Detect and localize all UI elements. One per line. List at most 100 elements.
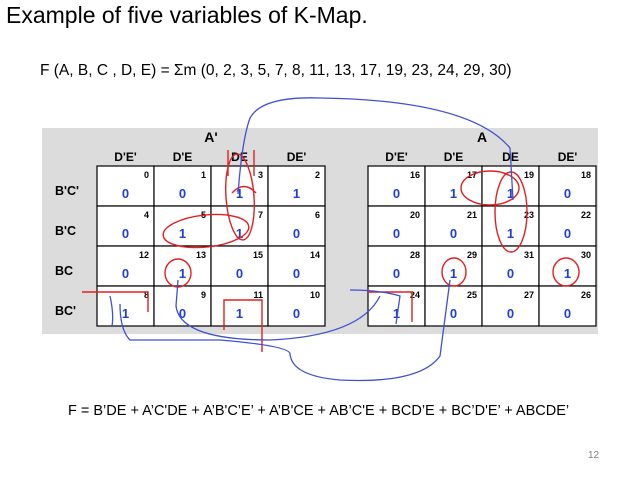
cell-value: 1 <box>179 226 186 241</box>
section-label-right: A <box>477 129 487 145</box>
minterm-index: 11 <box>253 290 263 300</box>
minterm-index: 0 <box>144 170 149 180</box>
cell-value: 0 <box>564 226 571 241</box>
red-group-minterm-3-top <box>227 150 255 176</box>
function-definition: F (A, B, C , D, E) = Σm (0, 2, 3, 5, 7, … <box>40 62 512 79</box>
kmap-grids: A'D'E' D'E DE DE'00103121405171601201311501… <box>55 129 597 327</box>
col-header-right: D'E <box>444 150 464 164</box>
minterm-index: 8 <box>144 290 149 300</box>
kmap-cell <box>267 205 326 247</box>
cell-value: 1 <box>393 306 400 321</box>
col-header-right: DE' <box>558 150 578 164</box>
col-header-left: D'E' <box>114 150 137 164</box>
cell-value: 1 <box>236 186 243 201</box>
red-group-minterm-5-7 <box>162 213 250 249</box>
section-label-left: A' <box>204 129 217 145</box>
minterm-index: 3 <box>258 170 263 180</box>
slide-title: Example of five variables of K-Map. <box>6 2 368 28</box>
cell-value: 0 <box>293 306 300 321</box>
kmap-cell <box>96 205 155 247</box>
cell-value: 1 <box>236 226 243 241</box>
cell-value: 0 <box>450 306 457 321</box>
red-group-minterm-17-19 <box>460 170 520 206</box>
minterm-index: 2 <box>315 170 320 180</box>
cell-value: 0 <box>122 226 129 241</box>
kmap-cell <box>267 165 326 207</box>
minterm-index: 7 <box>258 210 263 220</box>
minterm-index: 30 <box>581 250 591 260</box>
page-number: 12 <box>588 450 600 461</box>
cell-value: 0 <box>236 266 243 281</box>
row-header: B'C <box>55 224 76 238</box>
cell-value: 0 <box>179 306 186 321</box>
red-group-minterm-2-wrap <box>231 185 257 194</box>
minterm-index: 1 <box>201 170 206 180</box>
cell-value: 1 <box>122 306 129 321</box>
red-group-minterm-30 <box>552 257 580 287</box>
minterm-index: 14 <box>310 250 320 260</box>
kmap-cell <box>424 245 483 287</box>
red-group-minterm-11-bracket <box>223 299 263 352</box>
red-group-minterm-29 <box>441 257 467 287</box>
minterm-index: 25 <box>467 290 477 300</box>
cell-value: 0 <box>393 226 400 241</box>
kmap-cell <box>210 285 269 327</box>
minterm-index: 21 <box>467 210 477 220</box>
kmap-cell <box>538 165 597 207</box>
kmap-cell <box>538 285 597 327</box>
cell-value: 1 <box>507 186 514 201</box>
minterm-index: 18 <box>581 170 591 180</box>
minterm-index: 6 <box>315 210 320 220</box>
cell-value: 0 <box>293 266 300 281</box>
cell-value: 0 <box>293 226 300 241</box>
cell-value: 0 <box>507 266 514 281</box>
red-group-minterm-3-7 <box>225 153 255 241</box>
kmap-cell <box>267 245 326 287</box>
col-header-left: DE <box>231 150 248 164</box>
cell-value: 1 <box>564 266 571 281</box>
minterm-index: 26 <box>581 290 591 300</box>
kmap-groupings <box>82 97 580 382</box>
cell-value: 0 <box>122 186 129 201</box>
minterm-index: 19 <box>524 170 534 180</box>
cell-value: 0 <box>450 226 457 241</box>
cell-value: 0 <box>564 306 571 321</box>
minterm-index: 16 <box>410 170 420 180</box>
simplified-expression: F = B’DE + A’C'DE + A’B'C’E’ + A’B'CE + … <box>68 403 570 419</box>
cell-value: 1 <box>507 226 514 241</box>
blue-group-corner-left <box>109 295 114 327</box>
minterm-index: 4 <box>144 210 149 220</box>
minterm-index: 20 <box>410 210 420 220</box>
minterm-index: 13 <box>196 250 206 260</box>
cell-value: 0 <box>122 266 129 281</box>
red-group-minterm-8-bracket <box>82 291 149 312</box>
col-header-left: DE' <box>287 150 307 164</box>
kmap-cell <box>367 205 426 247</box>
cell-value: 1 <box>179 266 186 281</box>
kmap-cell <box>367 165 426 207</box>
cell-value: 0 <box>564 186 571 201</box>
minterm-index: 22 <box>581 210 591 220</box>
cell-value: 1 <box>450 186 457 201</box>
minterm-index: 9 <box>201 290 206 300</box>
minterm-index: 28 <box>410 250 420 260</box>
kmap-cell <box>424 285 483 327</box>
row-header: BC <box>55 264 73 278</box>
minterm-index: 12 <box>139 250 149 260</box>
cell-value: 0 <box>179 186 186 201</box>
minterm-index: 15 <box>253 250 263 260</box>
blue-group-corner-right <box>349 289 401 325</box>
minterm-index: 10 <box>310 290 320 300</box>
kmap-cell <box>424 165 483 207</box>
blue-group-link-13 <box>175 279 381 341</box>
minterm-index: 31 <box>524 250 534 260</box>
cell-value: 0 <box>393 186 400 201</box>
minterm-index: 24 <box>410 290 420 300</box>
blue-group-arc-top <box>237 97 514 201</box>
kmap-cell <box>538 245 597 287</box>
kmap-cell <box>481 205 540 247</box>
minterm-index: 23 <box>524 210 534 220</box>
cell-value: 1 <box>236 306 243 321</box>
cell-value: 1 <box>450 266 457 281</box>
